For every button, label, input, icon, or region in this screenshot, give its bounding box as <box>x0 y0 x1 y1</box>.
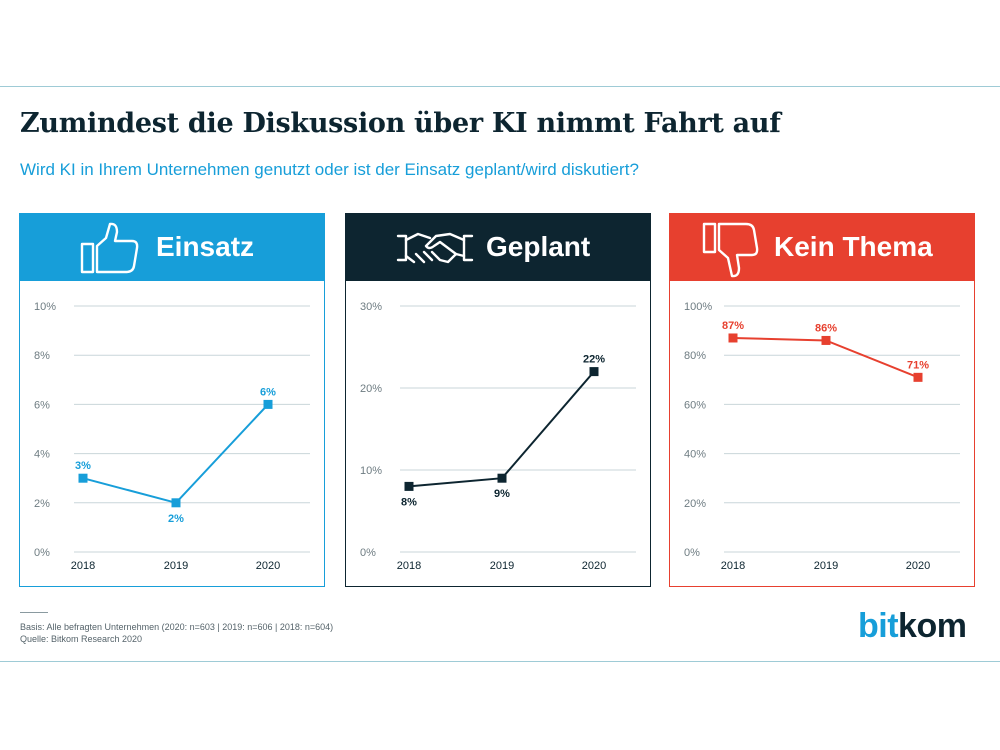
footer-divider <box>20 612 48 613</box>
data-label: 8% <box>401 496 417 508</box>
data-point <box>78 473 88 483</box>
panel-header-kein-thema: Kein Thema <box>670 214 974 281</box>
panel-header-einsatz: Einsatz <box>20 214 324 281</box>
bitkom-logo: bitkom <box>858 607 967 646</box>
y-tick-label: 10% <box>34 301 56 313</box>
y-tick-label: 4% <box>34 449 50 461</box>
x-tick-label: 2019 <box>490 560 514 572</box>
y-tick-label: 0% <box>34 547 50 559</box>
y-tick-label: 60% <box>684 399 706 411</box>
panel-title-einsatz: Einsatz <box>156 231 255 262</box>
y-tick-label: 80% <box>684 350 706 362</box>
chart-geplant: 0% 10% 20% 30% 2018 2019 2020 8% 9% 22% <box>360 301 636 572</box>
x-tick-label: 2019 <box>164 560 188 572</box>
data-point <box>263 399 273 409</box>
x-tick-label: 2020 <box>582 560 606 572</box>
series-line <box>408 370 595 488</box>
x-tick-label: 2019 <box>814 560 838 572</box>
data-point <box>913 372 923 382</box>
thumbs-up-icon <box>78 220 148 281</box>
x-tick-label: 2018 <box>721 560 745 572</box>
page-subtitle: Wird KI in Ihrem Unternehmen genutzt ode… <box>20 160 639 179</box>
data-label: 71% <box>907 359 929 371</box>
y-tick-label: 10% <box>360 465 382 477</box>
data-point <box>171 498 181 508</box>
footer-basis: Basis: Alle befragten Unternehmen (2020:… <box>20 622 334 632</box>
panel-title-geplant: Geplant <box>486 231 591 262</box>
y-tick-label: 0% <box>684 547 700 559</box>
chart-einsatz: 0% 2% 4% 6% 8% 10% 2018 2019 2020 3% 2% 6% <box>34 301 310 572</box>
panel-title-kein-thema: Kein Thema <box>774 231 933 262</box>
bottom-rule <box>0 661 1000 662</box>
logo-part-kom: kom <box>898 607 967 645</box>
data-point <box>821 335 831 345</box>
data-label: 86% <box>815 322 837 334</box>
data-label: 22% <box>583 354 605 366</box>
y-tick-label: 6% <box>34 399 50 411</box>
x-tick-label: 2018 <box>397 560 421 572</box>
logo-part-bit: bit <box>858 607 899 645</box>
panel-geplant: Geplant 0% 10% 20% 30% 2018 2019 2020 8% 9% 22% <box>345 213 651 587</box>
thumbs-down-icon <box>700 220 760 285</box>
footer-source: Quelle: Bitkom Research 2020 <box>20 634 143 644</box>
page-title: Zumindest die Diskussion über KI nimmt F… <box>20 108 781 139</box>
x-tick-label: 2018 <box>71 560 95 572</box>
data-label: 87% <box>722 320 744 332</box>
data-point <box>589 367 599 377</box>
top-rule <box>0 86 1000 87</box>
y-tick-label: 8% <box>34 350 50 362</box>
data-point <box>497 473 507 483</box>
data-label: 3% <box>75 460 91 472</box>
x-tick-label: 2020 <box>256 560 280 572</box>
data-label: 2% <box>168 513 184 525</box>
y-tick-label: 20% <box>684 498 706 510</box>
data-label: 9% <box>494 488 510 500</box>
x-tick-label: 2020 <box>906 560 930 572</box>
y-tick-label: 30% <box>360 301 382 313</box>
panel-header-geplant: Geplant <box>346 214 650 281</box>
y-tick-label: 0% <box>360 547 376 559</box>
data-label: 6% <box>260 386 276 398</box>
panel-kein-thema: Kein Thema 0% 20% 40% 60% 80% 100% 2018 2019 202… <box>669 213 975 587</box>
data-point <box>728 333 738 343</box>
y-tick-label: 100% <box>684 301 712 313</box>
y-tick-label: 2% <box>34 498 50 510</box>
data-point <box>404 481 414 491</box>
y-tick-label: 20% <box>360 383 382 395</box>
chart-kein-thema: 0% 20% 40% 60% 80% 100% 2018 2019 2020 87% 86% 71% <box>684 301 960 572</box>
panel-einsatz: Einsatz 0% 2% 4% 6% 8% 10% 2018 2019 2020 3% 2% 6% <box>19 213 325 587</box>
handshake-icon <box>396 220 474 281</box>
y-tick-label: 40% <box>684 449 706 461</box>
